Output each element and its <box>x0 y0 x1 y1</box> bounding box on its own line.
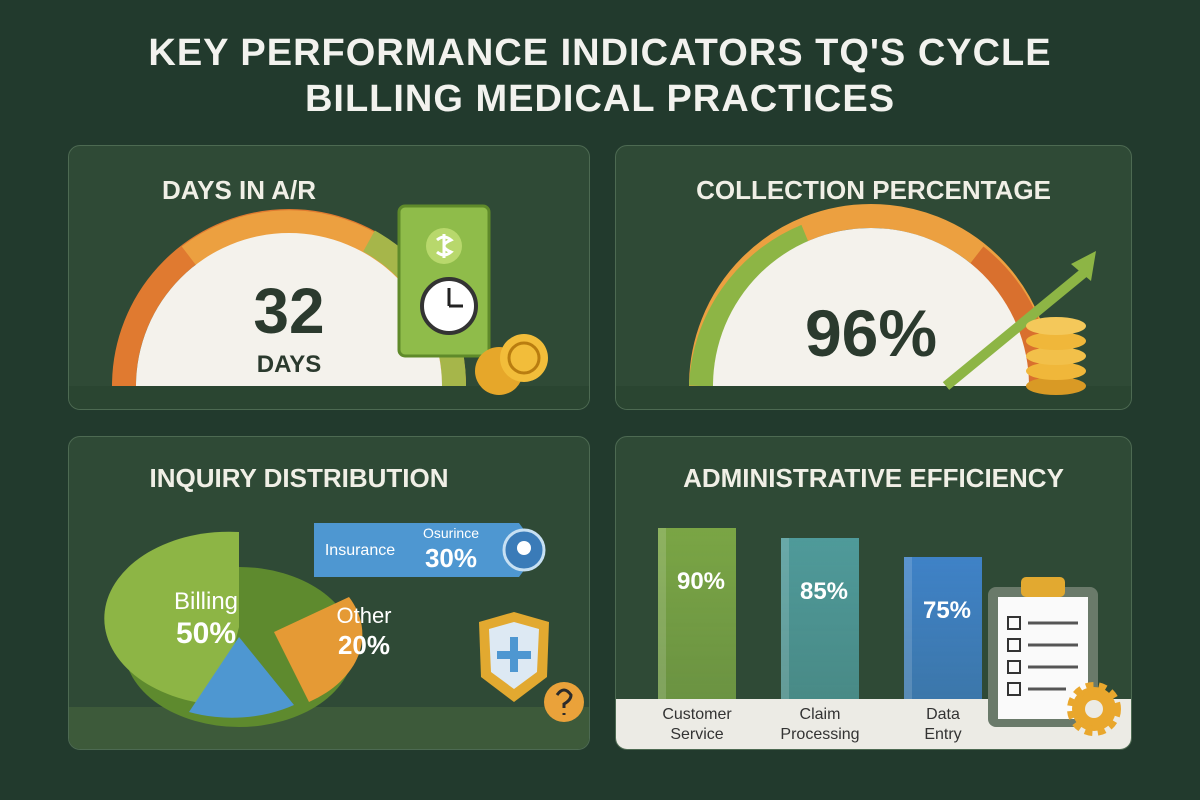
arrow-up-icon <box>942 251 1096 390</box>
title-line-1: KEY PERFORMANCE INDICATORS TQ'S CYCLE <box>148 32 1052 74</box>
ar-gauge <box>69 204 589 409</box>
panel-title: INQUIRY DISTRIBUTION <box>149 463 449 493</box>
billing-value: 50% <box>175 617 237 650</box>
admin-panel: ADMINISTRATIVE EFFICIENCY 90% Customer Ser… <box>615 436 1132 750</box>
collection-gauge <box>616 204 1131 409</box>
bar-category-label: Claim Processing <box>761 705 879 745</box>
coin-icon <box>475 334 548 395</box>
bar-category-line-2: Processing <box>780 726 860 743</box>
bar-category-line-1: Data <box>926 706 960 723</box>
bar-category-line-1: Customer <box>662 706 732 723</box>
coin-stack-icon <box>1026 317 1086 395</box>
bar-value-label: 85% <box>799 577 849 605</box>
bar-customer-service: 90% <box>658 528 736 699</box>
pie-slice-insurance <box>189 637 294 718</box>
pie-slice-other <box>274 597 363 702</box>
bar-category-line-2: Entry <box>924 726 962 743</box>
days-unit: DAYS <box>256 351 322 378</box>
shield-plus-icon <box>479 612 549 702</box>
pie-slice-billing <box>104 531 239 705</box>
bar-category-label: Customer Service <box>638 705 756 745</box>
collection-panel: COLLECTION PERCENTAGE 96% <box>615 145 1132 410</box>
days-in-ar-panel: DAYS IN A/R 32 DAYS <box>68 145 590 410</box>
billing-label-text: Billing <box>173 588 239 615</box>
other-label-text: Other <box>336 603 392 628</box>
title-line-2: BILLING MEDICAL PRACTICES <box>304 78 896 120</box>
bar-category-line-2: Service <box>670 726 724 743</box>
other-value: 20% <box>337 630 391 660</box>
bar-category-label: Data Entry <box>884 705 1002 745</box>
insurance-callout <box>314 523 539 577</box>
panel-title: ADMINISTRATIVE EFFICIENCY <box>683 463 1064 493</box>
days-value: 32 <box>253 275 325 347</box>
insurance-value: 30% <box>424 543 478 573</box>
bar-category-line-1: Claim <box>799 706 841 723</box>
bar-data-entry: 75% <box>904 556 982 699</box>
bar-value-label: 75% <box>922 596 972 624</box>
other-label: Other 20% <box>319 602 409 660</box>
bar-value-label: 90% <box>676 568 726 595</box>
clock-icon <box>420 277 478 335</box>
question-icon <box>544 682 584 722</box>
location-pin-icon <box>502 528 546 572</box>
inquiry-panel: INQUIRY DISTRIBUTION Billing 50% Other 20%… <box>68 436 590 750</box>
panel-title: DAYS IN A/R <box>161 175 317 205</box>
page-title: KEY PERFORMANCE INDICATORS TQ'S CYCLE BI… <box>0 30 1200 122</box>
bar-claim-processing: 85% <box>781 537 859 699</box>
insurance-label: Insurance <box>324 542 396 559</box>
collection-value: 96% <box>804 296 938 370</box>
panel-title: COLLECTION PERCENTAGE <box>696 175 1051 205</box>
insurance-sub: Osurince <box>422 525 480 541</box>
billing-label: Billing 50% <box>161 587 251 651</box>
